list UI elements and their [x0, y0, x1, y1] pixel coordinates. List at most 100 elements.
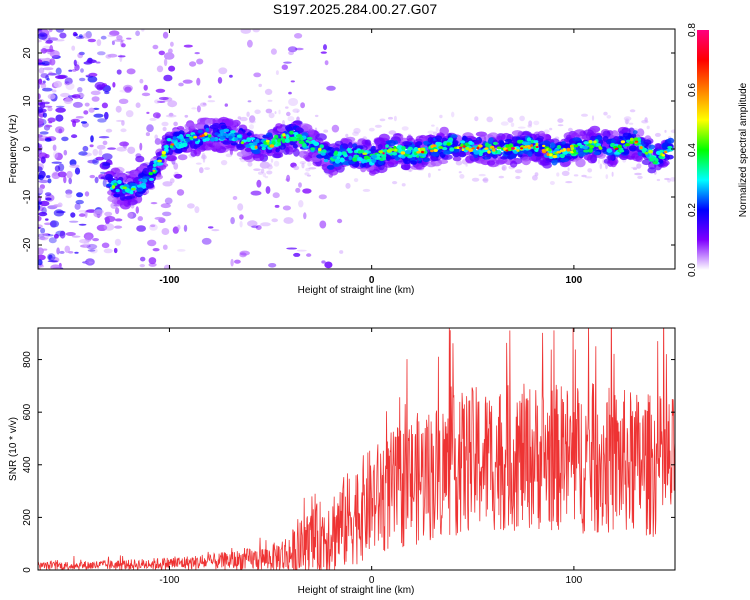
- spectrogram-ridge-blob: [310, 147, 315, 151]
- spectrogram-ridge-blob: [323, 159, 329, 163]
- spectrogram-ridge-blob: [364, 139, 372, 146]
- spectrogram-ridge-blob: [629, 137, 634, 142]
- spectrogram-noise-blob: [65, 82, 75, 91]
- spectrogram-noise-blob: [623, 116, 632, 121]
- spectrogram-noise-blob: [38, 200, 42, 205]
- spectrogram-ridge-blob: [521, 156, 531, 166]
- spectrogram-noise-blob: [137, 216, 143, 222]
- spectrogram-ridge-blob: [666, 154, 674, 160]
- spectrogram-ridge-blob: [393, 145, 397, 149]
- spectrogram-ridge-blob: [129, 190, 134, 195]
- spectrogram-ridge-blob: [452, 156, 462, 162]
- spectrogram-noise-blob: [156, 65, 164, 73]
- spectrogram-noise-blob: [124, 86, 132, 93]
- spectrogram-noise-blob: [528, 120, 533, 126]
- spectrogram-ridge-blob: [549, 153, 553, 157]
- spectrogram-ridge-blob: [111, 185, 116, 189]
- spectrogram-ridge-blob: [164, 148, 169, 152]
- spectrogram-ridge-blob: [507, 147, 512, 152]
- spectrogram-ridge-blob: [441, 147, 448, 151]
- spectrogram-ridge-blob: [648, 144, 655, 150]
- spectrogram-noise-blob: [433, 131, 438, 136]
- spectrogram-ridge-blob: [504, 138, 513, 143]
- spectrogram-ridge-blob: [295, 127, 303, 132]
- spectrogram-noise-blob: [38, 138, 46, 141]
- spectrogram-ridge-blob: [516, 149, 520, 152]
- spectrogram-noise-blob: [207, 226, 214, 229]
- spectrogram-noise-blob: [189, 61, 197, 67]
- spectrogram-noise-blob: [146, 124, 154, 133]
- spectrogram-ridge-blob: [348, 142, 353, 149]
- spectrogram-x-ticks: -100 0 100: [159, 29, 583, 286]
- spectrogram-noise-blob: [174, 173, 183, 179]
- spectrogram-ridge-blob: [652, 161, 658, 165]
- spectrogram-noise-blob: [87, 249, 96, 252]
- spectrogram-noise-blob: [161, 228, 170, 235]
- spectrogram-noise-blob: [298, 200, 304, 208]
- spectrogram-noise-blob: [191, 107, 197, 110]
- spectrogram-noise-blob: [74, 64, 80, 71]
- figure-title: S197.2025.284.00.27.G07: [273, 1, 437, 17]
- spectrogram-noise-blob: [646, 125, 650, 130]
- spectrogram-ridge-blob: [107, 195, 117, 203]
- spectrogram-noise-blob: [65, 232, 76, 236]
- spectrogram-noise-blob: [102, 140, 108, 146]
- spectrogram-noise-blob: [95, 156, 104, 161]
- spectrogram-noise-blob: [515, 175, 521, 180]
- spectrogram-noise-blob: [75, 199, 84, 205]
- spectrogram-ridge-blob: [362, 152, 368, 155]
- colorbar-gradient: [697, 30, 709, 270]
- spectrogram-noise-blob: [303, 212, 307, 220]
- spectrogram-ridge-blob: [570, 146, 575, 151]
- spectrogram-noise-blob: [282, 205, 291, 211]
- spectrogram-ridge-blob: [144, 176, 150, 180]
- spectrogram-noise-blob: [465, 164, 468, 167]
- spectrogram-noise-blob: [204, 167, 211, 171]
- colorbar-tick-label: 0.4: [687, 143, 698, 157]
- spectrogram-ridge-blob: [176, 135, 183, 139]
- spectrogram-ridge-blob: [520, 147, 524, 150]
- spectrogram-ridge-blob: [152, 169, 156, 172]
- spectrogram-noise-blob: [66, 170, 73, 179]
- spectrogram-ridge-blob: [219, 129, 225, 134]
- spectrogram-noise-blob: [150, 224, 156, 228]
- spectrogram-noise-blob: [266, 170, 273, 175]
- spectrogram-noise-blob: [599, 163, 603, 170]
- spectrogram-noise-blob: [38, 106, 44, 114]
- spectrogram-noise-blob: [38, 93, 41, 100]
- spectrogram-ridge-blob: [305, 139, 310, 143]
- spectrogram-noise-blob: [637, 175, 643, 179]
- spectrogram-noise-blob: [591, 115, 595, 121]
- spectrogram-ridge-blob: [449, 147, 455, 152]
- spectrogram-noise-blob: [73, 59, 77, 66]
- spectrogram-noise-blob: [55, 75, 67, 80]
- spectrogram-ridge-blob: [499, 140, 505, 147]
- spectrogram-noise-blob: [89, 144, 94, 148]
- spectrogram-noise-blob: [114, 39, 125, 42]
- spectrogram-noise-blob: [127, 212, 134, 219]
- spectrogram-noise-blob: [84, 234, 92, 242]
- spectrogram-ridge-blob: [265, 139, 270, 143]
- snr-frame: [37, 327, 676, 571]
- spectrogram-noise-blob: [40, 34, 46, 37]
- spectrogram-ridge-blob: [315, 133, 327, 141]
- spectrogram-noise-blob: [139, 264, 145, 268]
- spectrogram-noise-blob: [109, 162, 113, 165]
- spectrogram-noise-blob: [187, 203, 195, 209]
- spectrogram-noise-blob: [557, 124, 564, 127]
- spectrogram-noise-blob: [292, 108, 300, 113]
- spectrogram-noise-blob: [38, 143, 43, 148]
- spectrogram-noise-blob: [471, 177, 480, 182]
- spectrogram-ridge-blob: [582, 145, 589, 150]
- spectrogram-noise-blob: [500, 121, 509, 126]
- spectrogram-noise-blob: [55, 107, 66, 113]
- spectrogram-ridge-blob: [352, 157, 359, 162]
- spectrogram-ridge-blob: [293, 148, 300, 157]
- spectrogram-ridge-blob: [541, 149, 547, 152]
- spectrogram-noise-blob: [239, 220, 243, 228]
- spectrogram-ridge-blob: [629, 140, 634, 144]
- spectrogram-noise-blob: [374, 124, 382, 128]
- spectrogram-noise-blob: [40, 73, 49, 79]
- spectrogram-ridge-blob: [359, 149, 365, 154]
- spectrogram-noise-blob: [388, 130, 397, 135]
